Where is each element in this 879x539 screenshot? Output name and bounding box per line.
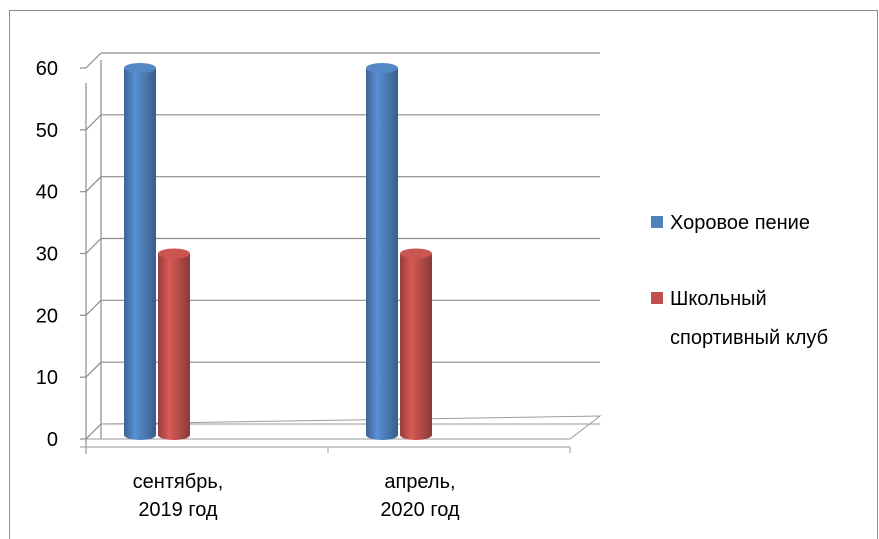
x-tick-label: сентябрь, 2019 год xyxy=(133,471,224,521)
y-tick-label: 0 xyxy=(47,429,58,451)
bar-top xyxy=(366,63,398,73)
bar-top xyxy=(158,248,190,259)
y-tick-label: 10 xyxy=(36,367,58,389)
x-tick-label: апрель, 2020 год xyxy=(380,471,460,521)
legend-label: Школьный спортивный клуб xyxy=(670,288,828,349)
bar xyxy=(124,63,156,440)
legend-swatch xyxy=(651,292,663,304)
bars xyxy=(124,63,432,440)
bar xyxy=(158,248,190,440)
bar-body xyxy=(124,68,156,440)
bar-top xyxy=(400,248,432,259)
bar-top xyxy=(124,63,156,73)
bar xyxy=(400,248,432,440)
bar-body xyxy=(158,253,190,440)
legend-label: Хоровое пение xyxy=(670,212,810,234)
chart-border xyxy=(9,10,878,539)
y-tick-label: 30 xyxy=(36,244,58,266)
gridline-depth xyxy=(85,114,102,131)
bar-body xyxy=(400,253,432,440)
bar xyxy=(366,63,398,440)
y-tick-label: 20 xyxy=(36,305,58,327)
x-axis-labels: сентябрь, 2019 год апрель, 2020 год xyxy=(133,471,460,521)
legend-swatch xyxy=(651,216,663,228)
y-tick-label: 50 xyxy=(36,120,58,142)
gridline-depth xyxy=(85,361,102,378)
gridline-depth xyxy=(85,52,102,69)
gridline-depth xyxy=(85,423,102,440)
legend: Хоровое пение Школьный спортивный клуб xyxy=(651,212,828,349)
y-tick-label: 40 xyxy=(36,182,58,204)
gridline-depth xyxy=(85,176,102,193)
gridline-depth xyxy=(85,299,102,316)
y-axis-ticks: 0 10 20 30 40 50 60 xyxy=(36,58,86,451)
gridline-depth xyxy=(85,238,102,254)
bar-body xyxy=(366,68,398,440)
y-tick-label: 60 xyxy=(36,58,58,80)
